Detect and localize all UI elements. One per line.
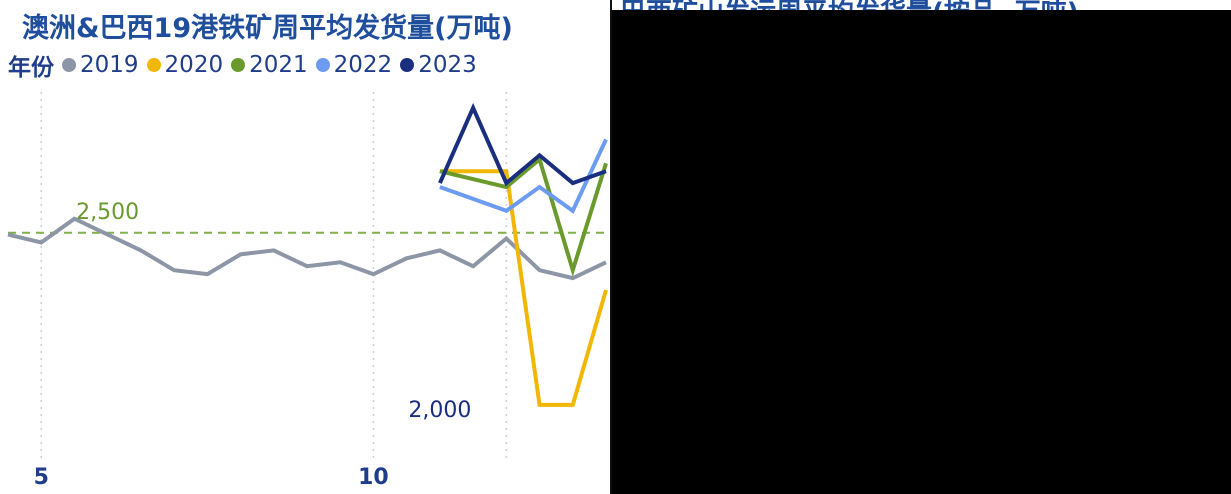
right-chart-panel: 巴西矿山发运周平均发货量(按品, 万吨): [612, 0, 1231, 494]
legend-item-2021: 2021: [231, 52, 308, 78]
legend-item-2019: 2019: [62, 52, 139, 78]
legend-dot-icon: [146, 58, 161, 72]
series-line-2022: [439, 138, 608, 214]
legend-title: 年份: [8, 55, 54, 81]
chart-title: 澳洲&巴西19港铁矿周平均发货量(万吨): [22, 13, 513, 44]
series-line-2019: [7, 216, 607, 281]
legend-label: 2020: [164, 52, 224, 78]
series-line-2020: [439, 169, 608, 407]
left-chart-panel: 澳洲&巴西19港铁矿周平均发货量(万吨) 年份 2019 2020 2021 2022…: [0, 0, 612, 494]
legend-label: 2019: [80, 52, 139, 78]
legend-label: 2021: [249, 52, 308, 78]
legend-label: 2022: [333, 52, 393, 78]
legend-item-2023: 2023: [400, 52, 477, 78]
legend-item-2020: 2020: [146, 52, 224, 78]
series-line-2023: [438, 102, 607, 187]
line-chart-svg: 5 10 2,500 2,000: [7, 92, 608, 490]
data-label: 2,000: [408, 398, 471, 423]
x-tick-label: 10: [358, 465, 389, 490]
legend-item-2022: 2022: [315, 52, 393, 78]
legend-dot-icon: [231, 58, 246, 72]
legend-dot-icon: [62, 58, 76, 72]
right-chart-title: 巴西矿山发运周平均发货量(按品, 万吨): [612, 0, 1231, 10]
x-tick-label: 5: [34, 465, 49, 490]
series-line-2021: [439, 155, 608, 278]
legend-dot-icon: [315, 58, 330, 72]
legend-label: 2023: [418, 52, 477, 78]
data-label: 2,500: [76, 200, 139, 225]
legend-dot-icon: [400, 58, 415, 72]
chart-legend: 年份 2019 2020 2021 2022 2023: [8, 50, 485, 81]
